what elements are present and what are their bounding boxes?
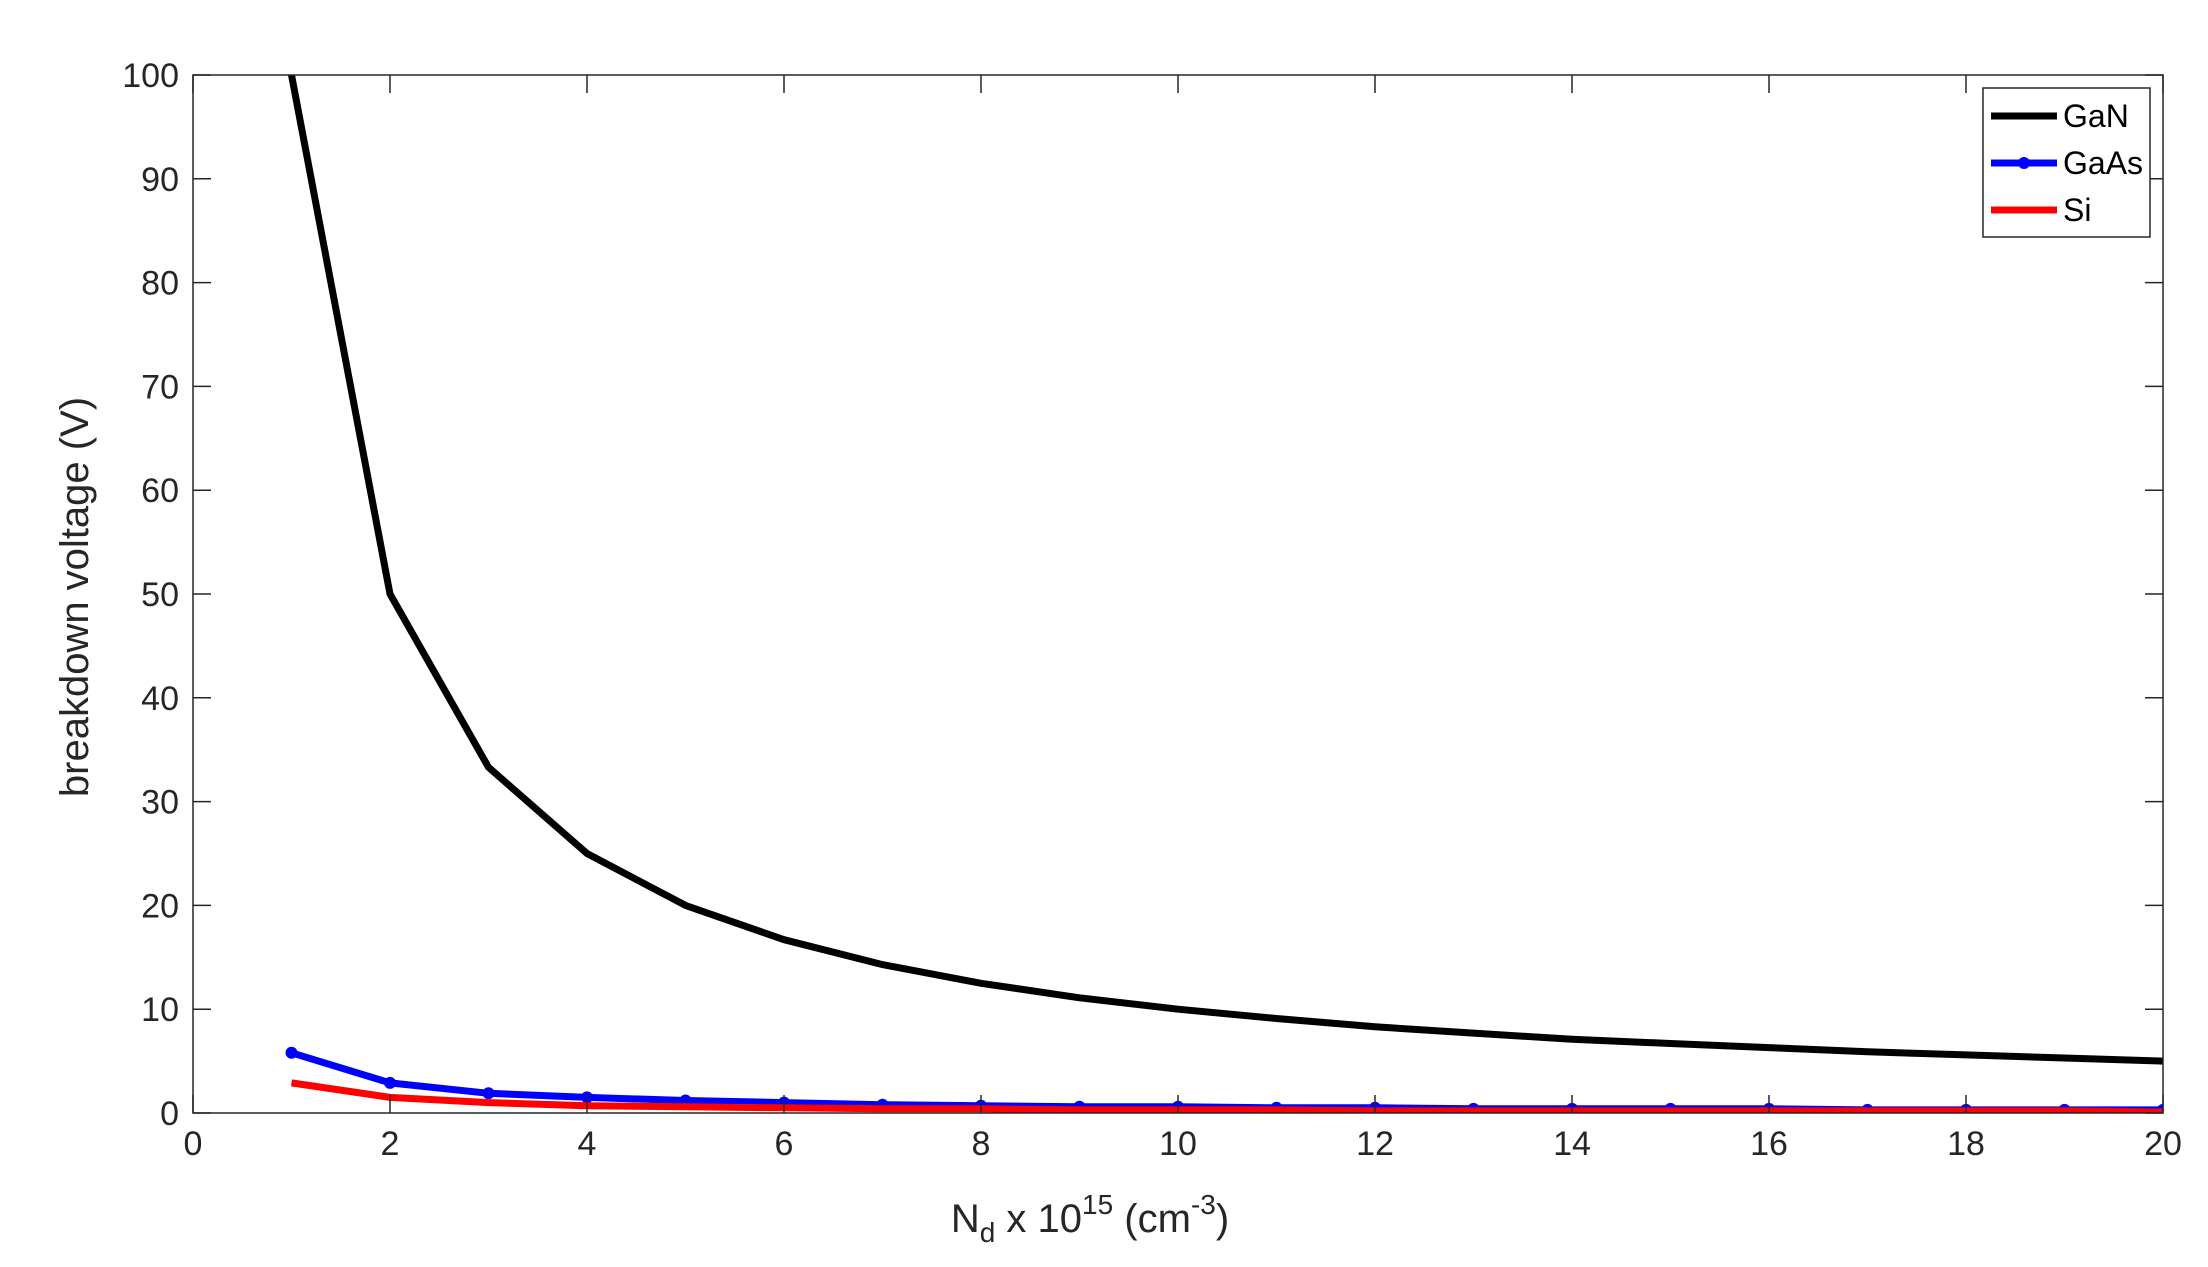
x-tick-label: 14 [1553, 1125, 1591, 1163]
legend-item-si: Si [1991, 192, 2091, 228]
legend-item-gaas: GaAs [1991, 145, 2143, 181]
y-tick-label: 30 [141, 784, 179, 822]
x-tick-label: 12 [1356, 1125, 1394, 1163]
x-tick-label: 0 [184, 1125, 203, 1163]
legend-label-si: Si [2063, 192, 2091, 228]
x-axis-title-unit-open: (cm [1113, 1197, 1191, 1241]
y-tick-label: 80 [141, 265, 179, 303]
series-line-si [290, 1079, 2163, 1113]
series-si [290, 1079, 2163, 1113]
x-axis-title: Nd x 1015 (cm-3) [951, 1189, 1229, 1248]
plot-background [193, 75, 2163, 1113]
legend-label-gaas: GaAs [2063, 145, 2143, 181]
y-tick-label: 0 [160, 1095, 179, 1133]
x-tick-label: 4 [578, 1125, 597, 1163]
y-tick-label: 40 [141, 680, 179, 718]
series-clip-group [285, 75, 2163, 1113]
series-line-gan [288, 75, 2163, 1065]
series-layer [285, 75, 2163, 1113]
y-tick-label: 100 [122, 57, 179, 95]
x-tick-label: 18 [1947, 1125, 1985, 1163]
y-axis-title: breakdown voltage (V) [53, 397, 97, 797]
y-tick-label: 20 [141, 887, 179, 925]
x-axis-title-subscript: d [980, 1217, 996, 1248]
data-point-gaas [285, 1046, 298, 1059]
x-axis-title-base: N [951, 1197, 980, 1241]
x-axis-title-mid: x 10 [995, 1197, 1082, 1241]
plot-area [193, 75, 2163, 1113]
x-tick-label: 20 [2144, 1125, 2182, 1163]
ticks: 0 2 4 6 8 10 12 14 16 18 20 0 10 20 30 40 50 60 70 80 90 100 [122, 57, 2182, 1163]
x-tick-label: 2 [381, 1125, 400, 1163]
x-axis-title-unit-superscript: -3 [1191, 1189, 1216, 1220]
legend: GaN GaAs Si [1982, 87, 2151, 238]
series-gan [288, 75, 2163, 1065]
legend-label-gan: GaN [2063, 98, 2129, 134]
legend-marker-gaas [2018, 157, 2030, 169]
y-tick-label: 50 [141, 576, 179, 614]
data-point-gaas [384, 1076, 396, 1089]
x-axis-title-superscript: 15 [1082, 1189, 1113, 1220]
x-tick-label: 10 [1159, 1125, 1197, 1163]
data-point-gaas [482, 1087, 495, 1100]
x-tick-label: 16 [1750, 1125, 1788, 1163]
x-axis-title-unit-close: ) [1216, 1197, 1229, 1241]
legend-item-gan: GaN [1991, 98, 2129, 134]
y-tick-label: 90 [141, 161, 179, 199]
x-tick-label: 8 [972, 1125, 991, 1163]
y-tick-label: 60 [141, 472, 179, 510]
x-tick-label: 6 [775, 1125, 794, 1163]
y-tick-label: 70 [141, 368, 179, 406]
y-tick-label: 10 [141, 991, 179, 1029]
